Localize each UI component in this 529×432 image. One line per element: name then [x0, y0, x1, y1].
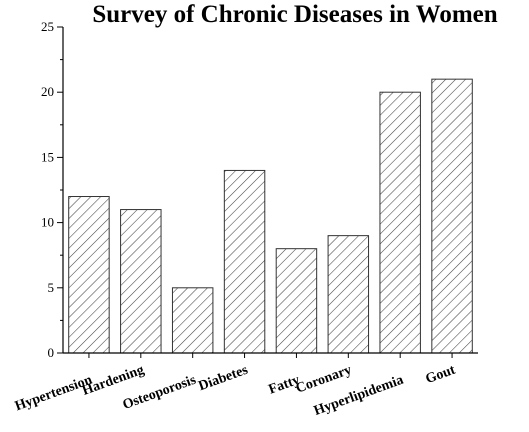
- category-labels: HypertensionHardeningOsteoporosisDiabete…: [13, 362, 458, 418]
- y-tick-label: 10: [41, 215, 54, 230]
- bar-gout: [431, 78, 473, 354]
- category-label: Gout: [424, 363, 458, 388]
- bar-coronary: [327, 235, 370, 354]
- y-tick-label: 20: [41, 84, 54, 99]
- bar-hardening: [120, 209, 162, 354]
- category-label: Diabetes: [197, 362, 251, 394]
- y-tick-label: 5: [48, 280, 55, 295]
- bar-diabetes: [223, 169, 266, 354]
- chart-title: Survey of Chronic Diseases in Women: [92, 1, 497, 28]
- y-axis-ticks: 0 5 10 15 20 25: [41, 19, 63, 360]
- y-tick-label: 15: [41, 149, 54, 164]
- bars: [68, 78, 473, 354]
- axes: [62, 27, 478, 354]
- y-tick-label: 0: [48, 345, 55, 360]
- bar-hypertension: [68, 196, 110, 354]
- bar-fatty: [275, 248, 318, 354]
- x-axis-ticks: [88, 353, 453, 358]
- category-label: Hypertension: [13, 373, 94, 415]
- y-tick-label: 25: [41, 19, 54, 34]
- bar-osteoporosis: [171, 287, 214, 354]
- bar-hyperlipidemia: [379, 91, 421, 354]
- category-label: Coronary: [294, 363, 354, 397]
